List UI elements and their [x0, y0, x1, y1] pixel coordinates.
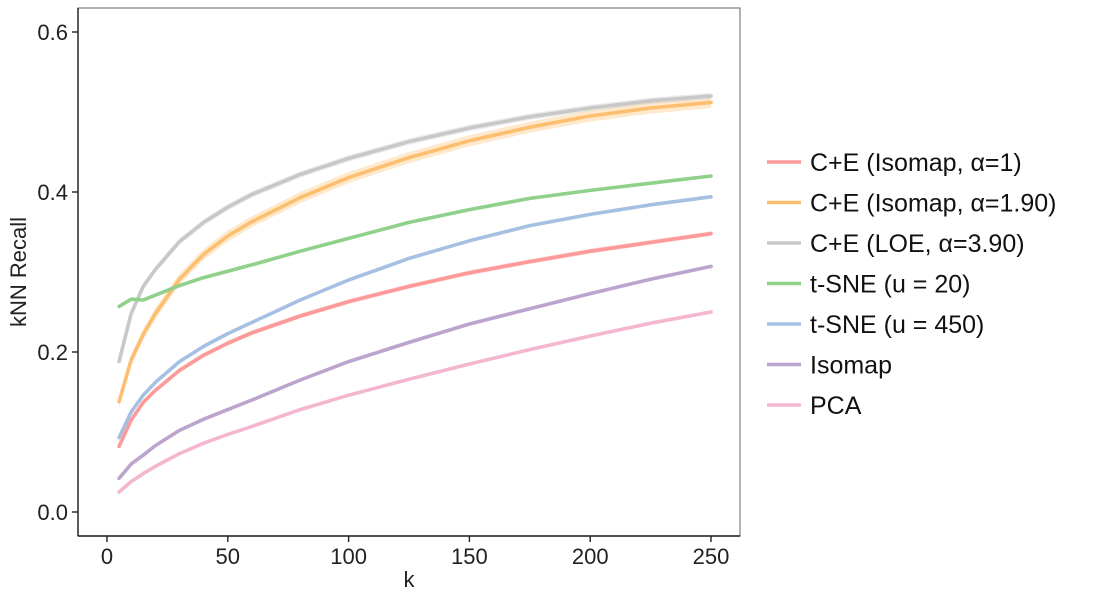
series-line-t-sne-u-450 [117, 195, 713, 440]
x-tick-label: 150 [451, 544, 488, 569]
legend-label: C+E (Isomap, α=1.90) [810, 190, 1057, 218]
series-line-c-e-isomap-1 [117, 231, 713, 449]
series-line-t-sne-u-20 [117, 174, 713, 309]
y-tick-label: 0.4 [37, 180, 68, 205]
legend-item: PCA [767, 392, 862, 420]
legend-item: C+E (Isomap, α=1.90) [767, 190, 1057, 218]
series-line-isomap [117, 264, 713, 481]
legend-label: t-SNE (u = 20) [810, 271, 970, 299]
legend-label: PCA [810, 392, 862, 420]
x-tick-label: 0 [101, 544, 113, 569]
legend-item: t-SNE (u = 20) [767, 271, 970, 299]
x-tick-label: 250 [693, 544, 730, 569]
series-line-pca [117, 310, 713, 494]
legend-item: Isomap [767, 352, 892, 380]
band-c-e-isomap-1-90 [119, 96, 712, 408]
legend-label: C+E (Isomap, α=1) [810, 149, 1022, 177]
legend-item: C+E (LOE, α=3.90) [767, 230, 1025, 258]
axes: 0 50 100 150 200 250 0.0 0.2 0.4 0.6 [37, 8, 740, 569]
x-tick-label: 50 [216, 544, 240, 569]
y-tick-label: 0.2 [37, 340, 68, 365]
legend-item: C+E (Isomap, α=1) [767, 149, 1022, 177]
y-tick-label: 0.6 [37, 20, 68, 45]
y-axis-title: kNN Recall [6, 217, 31, 327]
legend: C+E (Isomap, α=1) C+E (Isomap, α=1.90) C+E… [767, 149, 1057, 420]
legend-item: t-SNE (u = 450) [767, 311, 984, 339]
series-line-c-e-loe-3-90 [117, 94, 713, 364]
legend-label: C+E (LOE, α=3.90) [810, 230, 1025, 258]
x-tick-label: 200 [572, 544, 609, 569]
x-axis-title: k [404, 567, 416, 592]
series-lines [117, 94, 713, 494]
legend-label: Isomap [810, 352, 892, 380]
legend-label: t-SNE (u = 450) [810, 311, 984, 339]
x-tick-label: 100 [330, 544, 367, 569]
series-line-c-e-isomap-1-90 [117, 100, 713, 404]
y-tick-label: 0.0 [37, 500, 68, 525]
